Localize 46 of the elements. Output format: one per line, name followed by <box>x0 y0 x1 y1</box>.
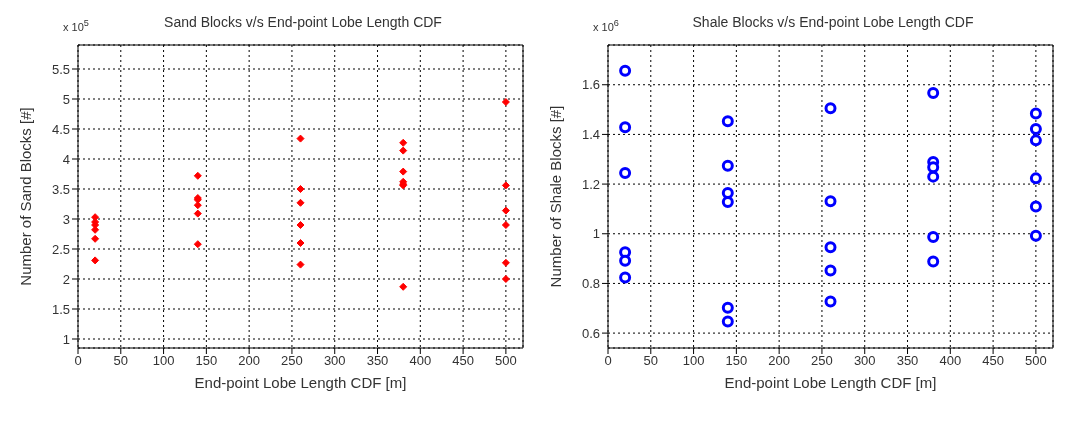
x-axis-title: End-point Lobe Length CDF [m] <box>724 374 937 391</box>
y-tick-label: 2 <box>62 271 70 287</box>
text: x 10$^{6}$ <box>593 18 619 33</box>
x-tick-label: 250 <box>811 353 833 369</box>
chart-title: Shale Blocks v/s End-point Lobe Length CDF <box>692 14 974 30</box>
x-tick-label: 300 <box>323 353 346 369</box>
x-tick-label: 100 <box>682 353 705 369</box>
x-tick-label: 500 <box>495 353 517 369</box>
x-axis-title: End-point Lobe Length CDF [m] <box>194 374 407 391</box>
y-tick-label: 4.5 <box>51 121 70 137</box>
y-tick-label: 3.5 <box>51 181 70 197</box>
y-tick-label: 1 <box>62 331 70 347</box>
y-tick-label: 2.5 <box>51 241 70 257</box>
x-tick-label: 50 <box>643 353 659 369</box>
y-tick-label: 0.6 <box>581 325 600 341</box>
x-tick-label: 400 <box>939 353 962 369</box>
y-tick-label: 1.5 <box>51 301 70 317</box>
x-tick-label: 450 <box>982 353 1004 369</box>
text: x 10$^{5}$ <box>63 18 89 33</box>
y-tick-label: 5.5 <box>51 61 70 77</box>
y-tick-label: 4 <box>62 151 70 167</box>
x-tick-label: 400 <box>409 353 432 369</box>
x-tick-label: 0 <box>604 353 612 369</box>
x-tick-label: 250 <box>281 353 303 369</box>
x-tick-label: 350 <box>366 353 389 369</box>
x-tick-label: 200 <box>238 353 261 369</box>
x-tick-label: 150 <box>725 353 748 369</box>
x-tick-label: 450 <box>452 353 474 369</box>
y-tick-label: 3 <box>62 211 70 227</box>
y-tick-label: 5 <box>62 91 70 107</box>
x-tick-label: 100 <box>152 353 175 369</box>
chart-title: Sand Blocks v/s End-point Lobe Length CDF <box>164 14 442 30</box>
x-tick-label: 300 <box>853 353 876 369</box>
x-tick-label: 500 <box>1025 353 1047 369</box>
y-tick-label: 1.2 <box>581 176 600 192</box>
x-tick-label: 150 <box>195 353 218 369</box>
x-tick-label: 0 <box>74 353 82 369</box>
y-tick-label: 0.8 <box>581 276 600 292</box>
y-tick-label: 1 <box>592 226 600 242</box>
x-tick-label: 350 <box>896 353 919 369</box>
y-axis-title: Number of Sand Blocks [#] <box>17 107 35 286</box>
y-tick-label: 1.4 <box>581 127 600 143</box>
y-tick-label: 1.6 <box>581 77 600 93</box>
x-tick-label: 50 <box>113 353 129 369</box>
y-axis-title: Number of Shale Blocks [#] <box>547 105 565 288</box>
x-tick-label: 200 <box>768 353 791 369</box>
